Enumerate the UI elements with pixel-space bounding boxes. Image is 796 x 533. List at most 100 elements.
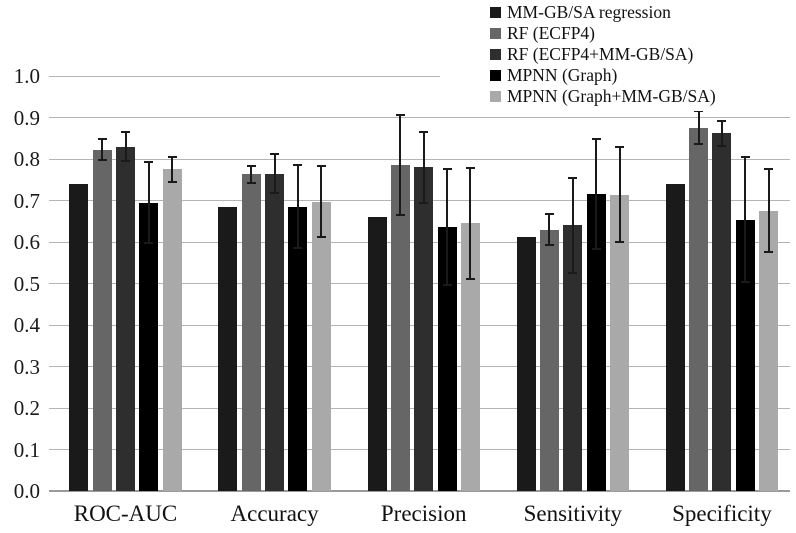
error-bar-cap (465, 277, 475, 280)
legend-item: MPNN (Graph+MM-GB/SA) (490, 86, 790, 107)
x-axis-label-accuracy: Accuracy (230, 501, 319, 526)
bar-specificity-series-2 (712, 133, 732, 491)
error-bar (697, 111, 700, 145)
error-bar-cap (144, 241, 154, 244)
error-bar-cap (465, 167, 475, 170)
y-axis-tick-label: 1.0 (13, 64, 40, 88)
bar-precision-series-4 (460, 223, 480, 491)
bar-accuracy-series-0 (218, 206, 238, 491)
y-axis-tick-label: 0.3 (13, 354, 40, 379)
error-bar (147, 162, 150, 243)
error-bar-cap (270, 153, 280, 156)
bar-precision-series-2 (414, 167, 434, 491)
error-bar-cap (544, 244, 554, 247)
error-bar-cap (740, 280, 750, 283)
error-bar-cap (694, 110, 704, 113)
error-bar-cap (270, 192, 280, 195)
error-bar-cap (144, 161, 154, 164)
error-bar (618, 146, 621, 243)
bar-roc-auc-series-3 (139, 202, 159, 491)
legend-label: RF (ECFP4+MM-GB/SA) (507, 44, 694, 64)
x-axis-label-roc-auc: ROC-AUC (73, 501, 178, 526)
error-bar-cap (293, 247, 303, 250)
error-bar (101, 139, 104, 161)
error-bar (171, 156, 174, 182)
bar-sensitivity-series-1 (539, 229, 559, 491)
error-bar-cap (568, 176, 578, 179)
error-bar (296, 165, 299, 249)
legend-swatch-icon (490, 28, 501, 39)
legend-label: MPNN (Graph+MM-GB/SA) (507, 86, 716, 106)
error-bar-cap (419, 131, 429, 134)
x-axis-baseline (49, 490, 790, 492)
error-bar-cap (764, 168, 774, 171)
error-bar-cap (442, 283, 452, 286)
bar-specificity-series-0 (665, 183, 685, 491)
bar-accuracy-series-3 (288, 206, 308, 491)
error-bar-cap (544, 212, 554, 215)
legend-swatch-icon (490, 70, 501, 81)
y-axis-tick-label: 0.6 (13, 230, 40, 254)
y-axis-tick-label: 0.7 (13, 188, 40, 213)
error-bar-cap (121, 160, 130, 163)
legend-label: RF (ECFP4) (507, 23, 596, 43)
legend-swatch-icon (490, 49, 501, 60)
bar-accuracy-series-1 (241, 174, 261, 491)
error-bar (422, 132, 425, 203)
y-axis-tick-label: 0.1 (13, 437, 40, 462)
gridline (49, 117, 790, 118)
error-bar-cap (121, 131, 130, 134)
error-bar (720, 120, 723, 146)
error-bar-cap (167, 180, 177, 183)
error-bar (595, 139, 598, 249)
bar-roc-auc-series-1 (92, 149, 112, 491)
bar-specificity-series-1 (689, 127, 709, 491)
error-bar-cap (316, 236, 326, 239)
error-bar-cap (740, 156, 750, 159)
error-bar-cap (97, 159, 107, 162)
bar-sensitivity-series-0 (516, 236, 536, 491)
y-axis-tick-label: 0.4 (13, 313, 40, 337)
gridline (49, 158, 790, 160)
x-axis-label-specificity: Specificity (672, 501, 772, 526)
error-bar (571, 177, 574, 274)
bar-sensitivity-series-4 (610, 194, 629, 491)
error-bar-cap (395, 114, 405, 117)
error-bar-cap (591, 247, 601, 250)
bar-specificity-series-3 (735, 219, 755, 491)
error-bar-cap (97, 138, 107, 141)
y-axis-tick-label: 0.2 (13, 396, 40, 420)
error-bar-cap (293, 164, 303, 167)
error-bar-cap (395, 214, 405, 217)
bar-precision-series-0 (367, 217, 387, 491)
legend-label: MPNN (Graph) (507, 65, 618, 85)
error-bar-cap (419, 201, 429, 204)
y-axis-tick-label: 0.9 (13, 105, 40, 130)
error-bar-cap (246, 165, 256, 168)
error-bar-cap (167, 155, 177, 158)
error-bar (469, 168, 472, 279)
error-bar-cap (246, 181, 256, 184)
legend-label: MM-GB/SA regression (507, 2, 671, 22)
error-bar (446, 168, 449, 285)
error-bar (399, 115, 402, 216)
error-bar-cap (717, 119, 727, 122)
legend: MM-GB/SA regression RF (ECFP4) RF (ECFP4+M… (440, 0, 790, 111)
bar-sensitivity-series-3 (586, 193, 606, 491)
error-bar (744, 157, 747, 282)
legend-item: RF (ECFP4) (490, 23, 790, 44)
bar-specificity-series-4 (759, 210, 779, 491)
gridline (49, 75, 790, 77)
x-axis-label-precision: Precision (380, 501, 467, 526)
bar-roc-auc-series-0 (69, 183, 89, 491)
legend-swatch-icon (490, 91, 501, 102)
error-bar (250, 166, 253, 183)
x-axis-label-sensitivity: Sensitivity (523, 501, 622, 526)
error-bar-cap (615, 145, 624, 148)
error-bar-cap (615, 241, 624, 244)
error-bar-cap (442, 167, 452, 170)
error-bar (124, 132, 127, 162)
error-bar (273, 154, 276, 194)
bar-accuracy-series-4 (311, 201, 331, 491)
